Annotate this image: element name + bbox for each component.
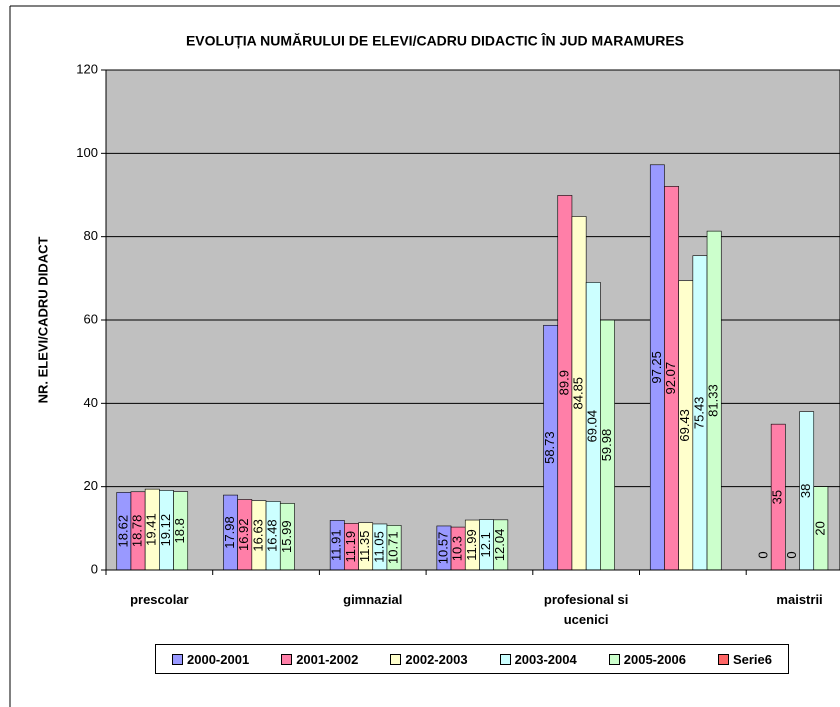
data-label: 81.33 <box>706 384 721 417</box>
data-label: 69.43 <box>677 409 692 442</box>
data-label: 19.12 <box>158 514 173 547</box>
legend-item: 2005-2006 <box>608 651 686 667</box>
data-label: 69.04 <box>585 410 600 443</box>
data-label: 20 <box>812 521 827 535</box>
data-label: 18.78 <box>129 515 144 548</box>
legend-swatch <box>608 653 620 665</box>
y-tick-label: 120 <box>76 61 98 76</box>
x-tick-label: profesional si ucenici <box>543 592 629 627</box>
data-label: 12.1 <box>478 532 493 557</box>
data-label: 10.57 <box>435 532 450 565</box>
data-label: 35 <box>770 490 785 504</box>
legend-swatch <box>499 653 511 665</box>
legend-item: Serie6 <box>717 651 772 667</box>
data-label: 59.98 <box>599 429 614 462</box>
data-label: 89.9 <box>556 370 571 395</box>
data-label: 11.19 <box>343 531 358 563</box>
legend-label: 2001-2002 <box>296 651 359 667</box>
legend-label: 2000-2001 <box>187 651 250 667</box>
legend-swatch <box>172 653 183 665</box>
x-tick-label: gimnazial <box>343 592 403 607</box>
data-label: 0 <box>755 551 770 558</box>
data-label: 58.73 <box>542 431 557 464</box>
data-label: 11.05 <box>371 531 386 563</box>
data-label: 12.04 <box>492 529 507 562</box>
y-tick-label: 60 <box>84 311 98 326</box>
chart-title: EVOLUȚIA NUMĂRULUI DE ELEVI/CADRU DIDACT… <box>186 32 684 49</box>
data-label: 11.91 <box>329 529 344 561</box>
data-label: 10.3 <box>450 536 465 561</box>
y-tick-label: 100 <box>76 145 98 160</box>
legend-label: 2005-2006 <box>623 651 686 667</box>
data-label: 19.41 <box>144 513 159 546</box>
data-label: 84.85 <box>570 377 585 410</box>
legend-swatch <box>390 653 402 665</box>
data-label: 97.25 <box>649 351 664 384</box>
legend-item: 2000-2001 <box>172 652 249 667</box>
legend-swatch <box>281 653 293 665</box>
legend: 2000-2001 2001-2002 2002-2003 2003-2004 2005… <box>155 644 789 674</box>
data-label: 11.35 <box>357 531 372 563</box>
y-tick-label: 20 <box>84 478 98 493</box>
y-tick-label: 0 <box>91 561 98 576</box>
data-label: 92.07 <box>663 362 678 395</box>
legend-label: 2003-2004 <box>514 651 577 667</box>
y-tick-label: 40 <box>84 395 98 410</box>
data-label: 16.92 <box>236 518 251 551</box>
data-label: 10.71 <box>385 531 400 564</box>
data-label: 16.48 <box>265 519 280 552</box>
x-tick-label: prescolar <box>130 592 189 607</box>
data-label: 16.63 <box>250 519 265 552</box>
data-label: 0 <box>784 551 799 558</box>
data-label: 15.99 <box>279 520 294 553</box>
data-label: 18.62 <box>115 515 130 548</box>
legend-swatch <box>717 653 729 665</box>
legend-item: 2001-2002 <box>281 652 358 667</box>
data-label: 38 <box>798 484 813 498</box>
data-label: 17.98 <box>222 516 237 549</box>
legend-item: 2003-2004 <box>499 651 577 667</box>
data-label: 18.8 <box>172 518 187 543</box>
data-label: 75.43 <box>691 397 706 430</box>
data-label: 11.99 <box>464 529 479 561</box>
y-tick-label: 80 <box>84 228 98 243</box>
legend-label: Serie6 <box>732 651 772 667</box>
legend-label: 2002-2003 <box>405 651 468 667</box>
legend-item: 2002-2003 <box>390 651 468 667</box>
x-tick-label: maistrii <box>776 592 823 607</box>
y-axis-label: NR. ELEVI/CADRU DIDACT <box>35 237 50 404</box>
